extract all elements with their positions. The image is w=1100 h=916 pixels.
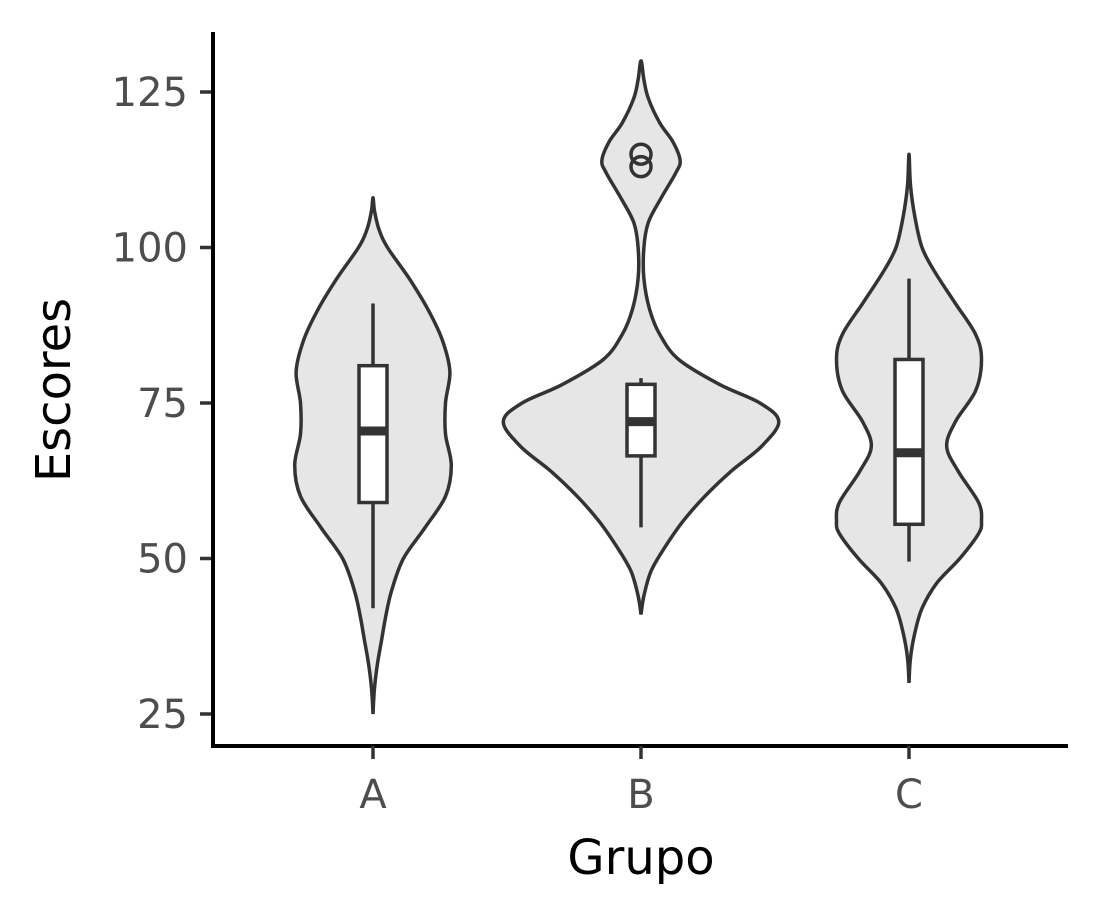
y-tick-label: 75 (137, 381, 188, 427)
violin-groups (292, 59, 984, 715)
y-axis-title: Escores (26, 298, 82, 482)
outlier-point (629, 142, 653, 166)
y-axis-ticks: 25 50 75 100 125 (112, 70, 213, 738)
y-tick-label: 125 (112, 70, 188, 116)
x-tick-label: C (895, 772, 923, 818)
violin-group-c (834, 152, 984, 683)
x-tick-label: B (627, 772, 654, 818)
violin-shape (501, 59, 781, 615)
violin-group-a (292, 195, 454, 715)
y-tick-label: 25 (137, 692, 188, 738)
x-axis-ticks: A B C (359, 746, 923, 818)
box-iqr (893, 357, 925, 527)
violin-group-b (501, 59, 781, 615)
y-tick-label: 100 (112, 226, 188, 272)
outlier-point (629, 154, 653, 179)
x-axis-title: Grupo (567, 830, 714, 886)
y-tick-label: 50 (137, 537, 188, 583)
x-tick-label: A (359, 772, 387, 818)
